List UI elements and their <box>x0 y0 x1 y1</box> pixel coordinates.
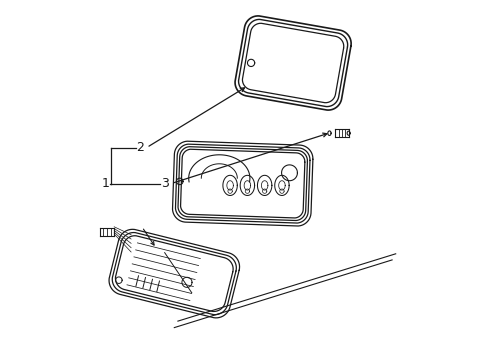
Text: 2: 2 <box>136 141 144 154</box>
Text: 1: 1 <box>102 177 110 190</box>
Text: 3: 3 <box>161 177 168 190</box>
